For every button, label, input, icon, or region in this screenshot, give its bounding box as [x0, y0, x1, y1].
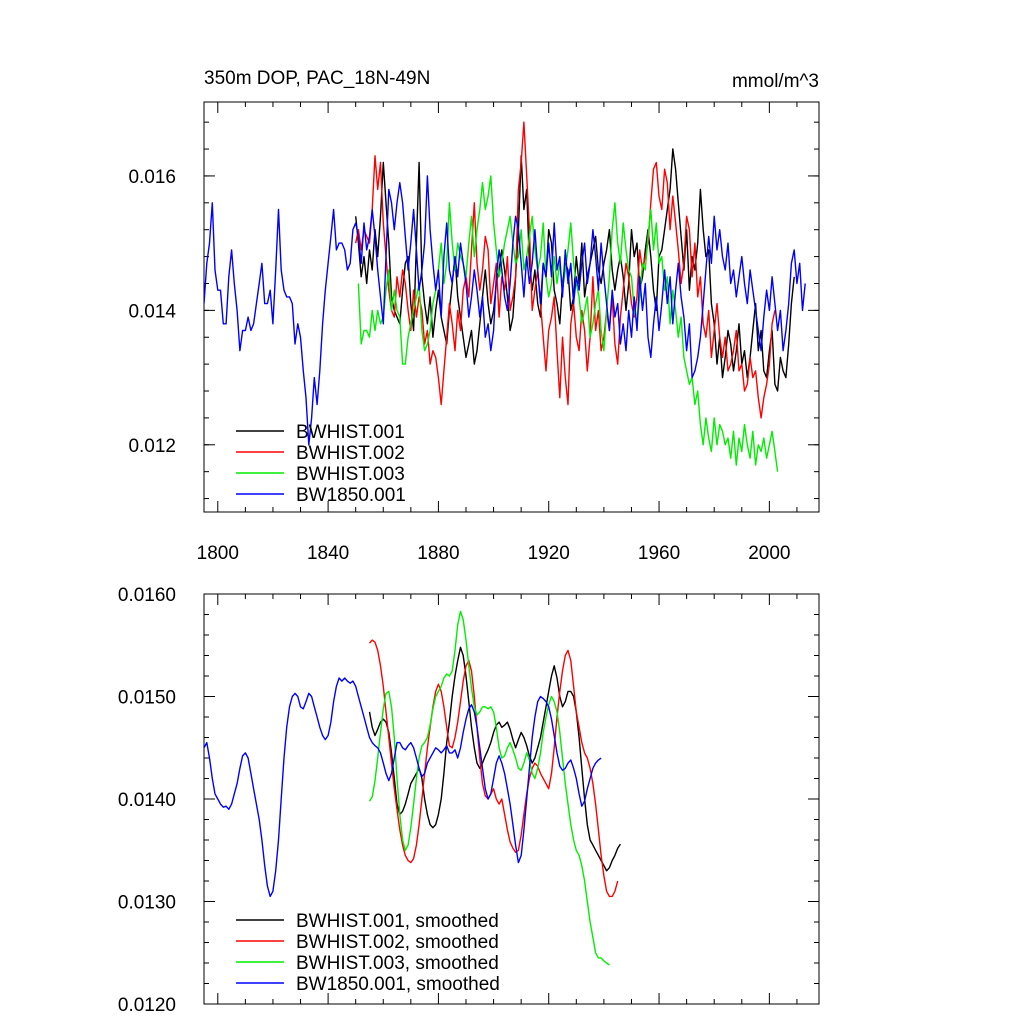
bottom-panel: 0.0120 0.0130 0.0140 0.0150 0.0160 BWHIST.001… [118, 585, 820, 1016]
series-line-3 [357, 175, 779, 472]
top-panel-title: 350m DOP, PAC_18N-49N [204, 68, 430, 89]
y-tick-label: 0.012 [128, 436, 176, 457]
legend-label: BWHIST.002 [296, 443, 405, 464]
y-tick-label: 0.0140 [118, 790, 176, 811]
x-tick-label: 1840 [307, 543, 349, 564]
series-line-2 [368, 639, 619, 898]
series-line-3 [368, 610, 610, 966]
y-tick-label: 0.0160 [118, 585, 176, 606]
legend-label: BW1850.001 [296, 485, 406, 506]
x-tick-label: 2000 [748, 543, 790, 564]
legend-label: BWHIST.001 [296, 422, 405, 443]
y-tick-label: 0.016 [128, 167, 176, 188]
legend-label: BWHIST.003, smoothed [296, 953, 499, 974]
series-line-2 [355, 121, 776, 419]
series-line-4 [204, 175, 806, 446]
series-line-1 [368, 646, 621, 872]
legend-label: BWHIST.002, smoothed [296, 932, 499, 953]
x-tick-label: 1920 [528, 543, 570, 564]
y-tick-label: 0.0120 [118, 995, 176, 1016]
legend-label: BW1850.001, smoothed [296, 974, 500, 995]
x-tick-label: 1960 [638, 543, 680, 564]
plot-frame [203, 101, 820, 513]
top-panel-units: mmol/m^3 [732, 71, 819, 92]
legend-label: BWHIST.003 [296, 464, 405, 485]
legend-label: BWHIST.001, smoothed [296, 911, 499, 932]
series-line-4 [204, 677, 602, 898]
x-tick-label: 1800 [197, 543, 239, 564]
y-tick-label: 0.0130 [118, 893, 176, 914]
y-tick-label: 0.0150 [118, 688, 176, 709]
x-tick-label: 1880 [417, 543, 459, 564]
y-tick-label: 0.014 [128, 301, 176, 322]
top-panel: 350m DOP, PAC_18N-49N mmol/m^3 1800 1840 1… [128, 68, 820, 564]
